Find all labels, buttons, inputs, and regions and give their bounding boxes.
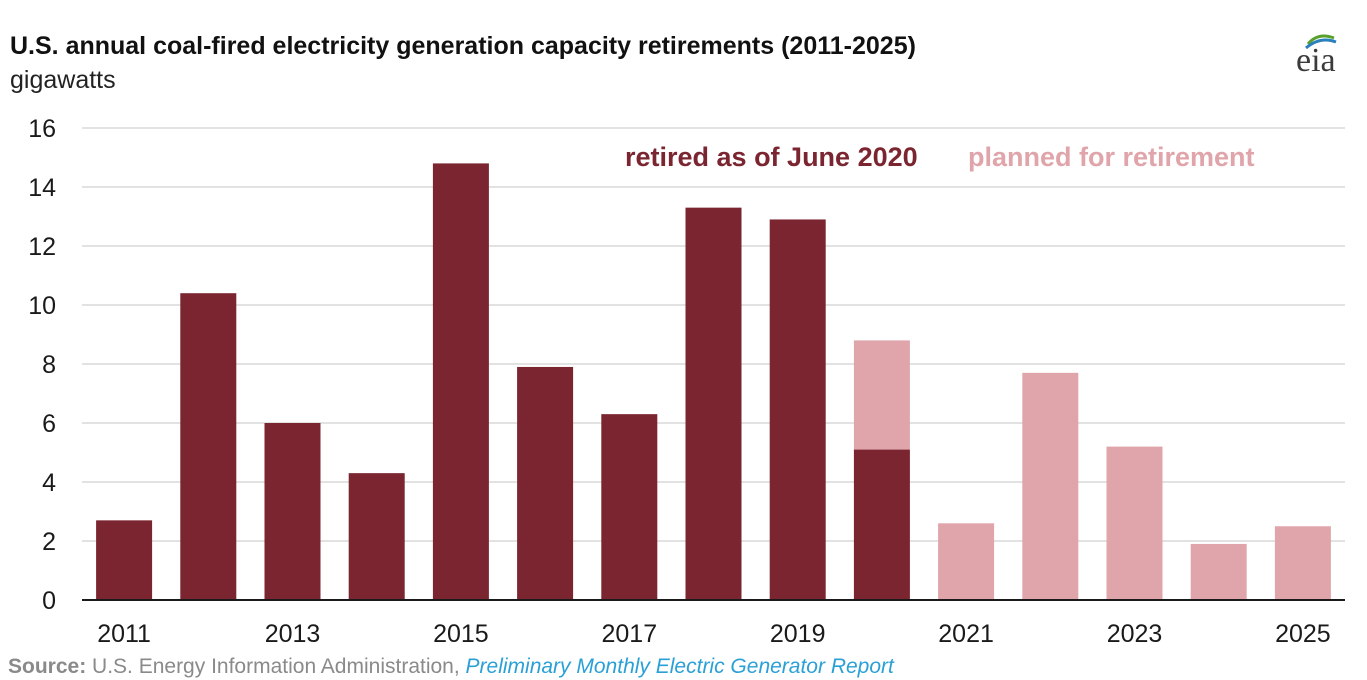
bar-planned-2023 — [1106, 446, 1163, 600]
eia-logo: eia — [1292, 30, 1352, 79]
x-tick-label: 2015 — [433, 620, 489, 648]
bar-retired-2017 — [601, 414, 658, 600]
bar-retired-2012 — [180, 293, 237, 600]
y-tick-label: 0 — [42, 587, 56, 615]
chart-unit-label: gigawatts — [10, 66, 116, 94]
axes: 0 2 4 6 8 10 12 14 16 2011 2013 2015 2017 2019 2021 202… — [28, 115, 1345, 648]
y-tick-label: 8 — [42, 351, 56, 379]
bar-retired-2020 — [853, 449, 910, 600]
bar-retired-2015 — [432, 163, 489, 600]
source-text: U.S. Energy Information Administration, — [86, 655, 466, 678]
bar-retired-2014 — [348, 473, 405, 600]
x-tick-label: 2025 — [1275, 620, 1331, 648]
y-tick-label: 6 — [42, 410, 56, 438]
chart-title: U.S. annual coal-fired electricity gener… — [10, 32, 916, 60]
source-label: Source: — [8, 655, 87, 678]
bar-planned-2020 — [853, 340, 910, 450]
y-tick-label: 12 — [28, 233, 56, 261]
source-link[interactable]: Preliminary Monthly Electric Generator R… — [465, 655, 894, 678]
x-tick-label: 2017 — [601, 620, 657, 648]
y-tick-label: 2 — [42, 528, 56, 556]
logo-swoosh-icon — [1305, 34, 1337, 50]
x-tick-label: 2013 — [265, 620, 321, 648]
bar-retired-2019 — [769, 219, 826, 600]
y-tick-label: 10 — [28, 292, 56, 320]
x-tick-label: 2019 — [770, 620, 826, 648]
y-tick-label: 16 — [28, 115, 56, 143]
legend-retired: retired as of June 2020 — [625, 142, 918, 172]
logo-text: eia — [1296, 42, 1336, 79]
bar-planned-2022 — [1022, 372, 1079, 600]
bar-retired-2013 — [264, 423, 321, 600]
source-note: Source: U.S. Energy Information Administ… — [8, 655, 894, 679]
bar-planned-2024 — [1190, 543, 1247, 600]
legend-planned: planned for retirement — [968, 142, 1255, 172]
x-tick-label: 2011 — [97, 620, 151, 648]
legend: retired as of June 2020 planned for reti… — [625, 142, 1255, 172]
x-tick-label: 2021 — [938, 620, 994, 648]
x-tick-label: 2023 — [1107, 620, 1163, 648]
bar-retired-2016 — [517, 366, 574, 600]
y-tick-label: 4 — [42, 469, 56, 497]
bar-retired-2018 — [685, 207, 742, 600]
bar-planned-2025 — [1274, 526, 1331, 600]
bar-planned-2021 — [938, 523, 995, 600]
y-tick-label: 14 — [28, 174, 56, 202]
bar-retired-2011 — [96, 520, 153, 600]
bars — [96, 163, 1331, 600]
